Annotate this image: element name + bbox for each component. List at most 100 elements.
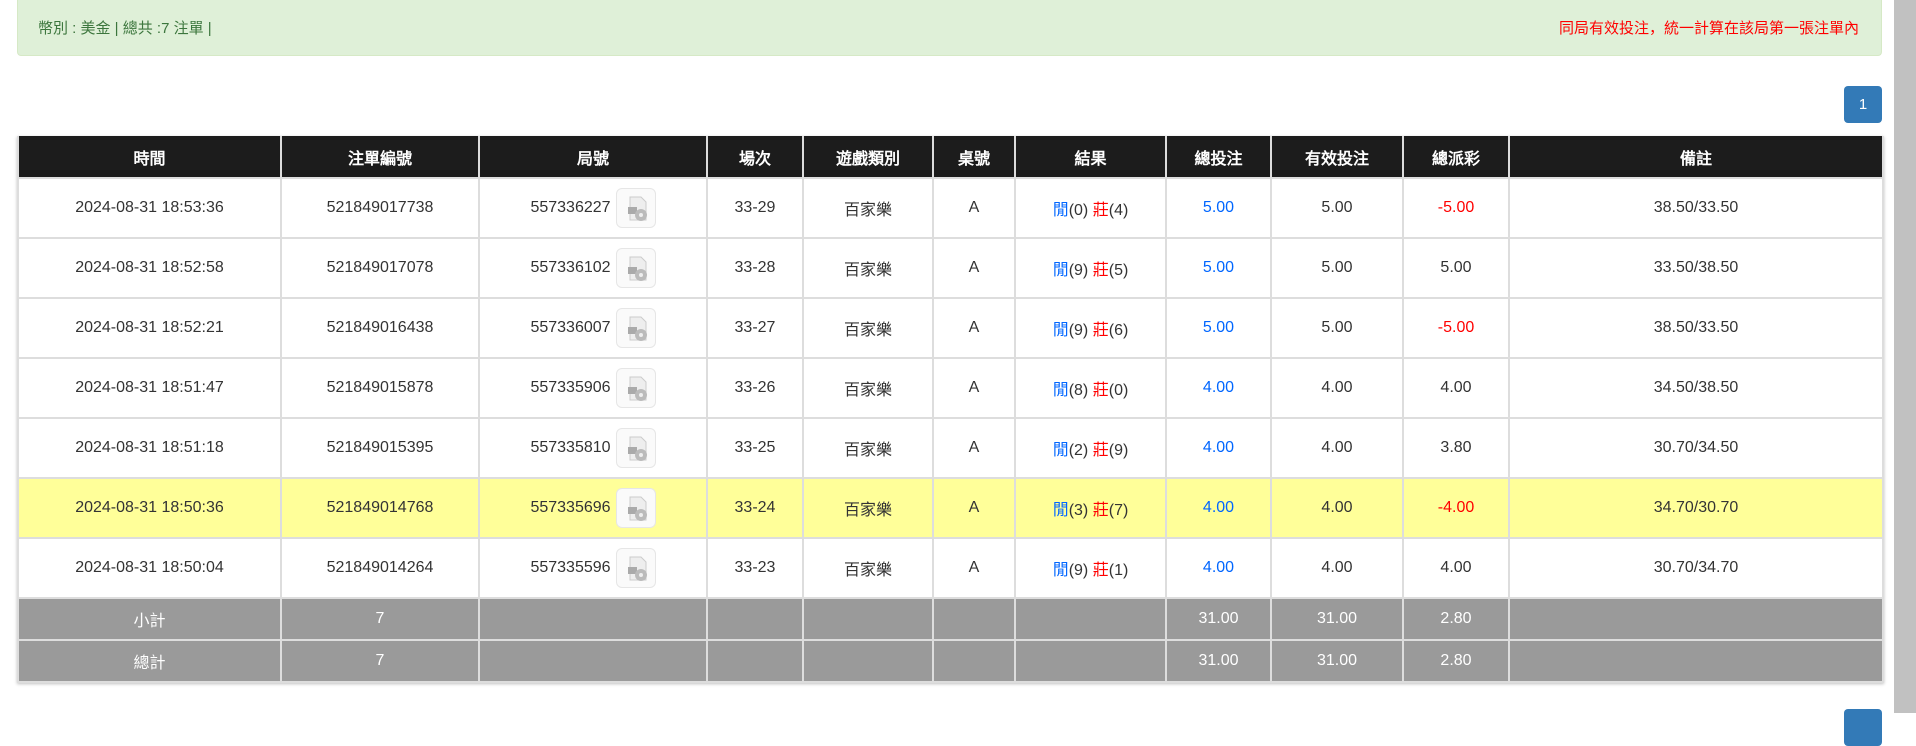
player-label: 閒 (1052, 442, 1069, 459)
subtotal-valid: 31.00 (1270, 597, 1404, 641)
bet-id: 521849014768 (280, 477, 480, 539)
shoe: 33-27 (706, 297, 804, 359)
round-cell: 557335696 (478, 477, 708, 539)
bet-time: 2024-08-31 18:52:21 (17, 297, 282, 359)
bet-time: 2024-08-31 18:51:47 (17, 357, 282, 419)
valid-bet-note: 同局有效投注，統一計算在該局第一張注單內 (1558, 20, 1859, 37)
column-header: 總派彩 (1402, 136, 1510, 179)
video-replay-icon[interactable] (615, 428, 656, 468)
table-no: A (932, 417, 1016, 479)
round-cell: 557336227 (478, 177, 708, 239)
banker-points: (0) (1108, 382, 1129, 399)
vertical-scrollbar[interactable] (1894, 0, 1916, 713)
remark: 38.50/33.50 (1508, 177, 1884, 239)
subtotal-bet: 31.00 (1165, 597, 1272, 641)
result: 閒(8) 莊(0) (1014, 357, 1167, 419)
video-replay-icon[interactable] (615, 248, 656, 288)
bet-records-table: 時間 注單編號 局號 場次 遊戲類別 桌號 結果 總投注 有效投注 總派彩 備註 2024-08-3… (17, 136, 1884, 683)
column-header: 場次 (706, 136, 804, 179)
remark: 30.70/34.50 (1508, 417, 1884, 479)
video-replay-icon[interactable] (615, 188, 656, 228)
round-cell: 557336102 (478, 237, 708, 299)
player-points: (9) (1068, 262, 1089, 279)
payout: -5.00 (1402, 177, 1510, 239)
banker-label: 莊 (1092, 202, 1109, 219)
table-row: 2024-08-31 18:53:36 521849017738 5573362… (17, 177, 1884, 239)
table-no: A (932, 357, 1016, 419)
summary-alert: 幣別 : 美金 | 總共 :7 注單 | 同局有效投注，統一計算在該局第一張注單… (17, 0, 1882, 56)
video-replay-icon[interactable] (615, 368, 656, 408)
round-cell: 557335906 (478, 357, 708, 419)
video-replay-icon[interactable] (615, 548, 656, 588)
round-id: 557336227 (530, 199, 611, 217)
total-bet: 4.00 (1165, 417, 1272, 479)
column-header: 局號 (478, 136, 708, 179)
banker-points: (7) (1108, 502, 1129, 519)
shoe: 33-23 (706, 537, 804, 599)
table-no: A (932, 297, 1016, 359)
game-type: 百家樂 (802, 177, 934, 239)
banker-label: 莊 (1092, 382, 1109, 399)
subtotal-count: 7 (280, 597, 480, 641)
column-header: 有效投注 (1270, 136, 1404, 179)
bet-time: 2024-08-31 18:53:36 (17, 177, 282, 239)
total-valid: 31.00 (1270, 639, 1404, 683)
column-header: 時間 (17, 136, 282, 179)
valid-bet: 4.00 (1270, 477, 1404, 539)
valid-bet: 4.00 (1270, 417, 1404, 479)
banker-label: 莊 (1092, 502, 1109, 519)
round-cell: 557335596 (478, 537, 708, 599)
total-bet: 5.00 (1165, 297, 1272, 359)
round-id: 557335696 (530, 499, 611, 517)
column-header: 總投注 (1165, 136, 1272, 179)
total-bet: 5.00 (1165, 237, 1272, 299)
bet-time: 2024-08-31 18:51:18 (17, 417, 282, 479)
total-bet: 4.00 (1165, 357, 1272, 419)
payout: 4.00 (1402, 357, 1510, 419)
pagination-page-1[interactable]: 1 (1844, 86, 1882, 123)
total-bet: 31.00 (1165, 639, 1272, 683)
bet-time: 2024-08-31 18:52:58 (17, 237, 282, 299)
video-replay-icon[interactable] (615, 488, 656, 528)
round-id: 557335596 (530, 559, 611, 577)
result: 閒(9) 莊(6) (1014, 297, 1167, 359)
banker-points: (6) (1108, 322, 1129, 339)
bet-id: 521849014264 (280, 537, 480, 599)
pagination-page-1-bottom[interactable] (1844, 709, 1882, 746)
banker-points: (1) (1108, 562, 1129, 579)
payout: 3.80 (1402, 417, 1510, 479)
table-row: 2024-08-31 18:51:47 521849015878 5573359… (17, 357, 1884, 419)
game-type: 百家樂 (802, 477, 934, 539)
column-header: 桌號 (932, 136, 1016, 179)
table-row: 2024-08-31 18:51:18 521849015395 5573358… (17, 417, 1884, 479)
payout: 4.00 (1402, 537, 1510, 599)
total-bet: 4.00 (1165, 477, 1272, 539)
bet-id: 521849016438 (280, 297, 480, 359)
total-row: 總計 7 31.00 31.00 2.80 (17, 639, 1884, 683)
remark: 38.50/33.50 (1508, 297, 1884, 359)
column-header: 注單編號 (280, 136, 480, 179)
player-label: 閒 (1052, 202, 1069, 219)
valid-bet: 5.00 (1270, 177, 1404, 239)
banker-label: 莊 (1092, 262, 1109, 279)
player-label: 閒 (1052, 322, 1069, 339)
bet-id: 521849017078 (280, 237, 480, 299)
game-type: 百家樂 (802, 357, 934, 419)
column-header: 備註 (1508, 136, 1884, 179)
banker-label: 莊 (1092, 442, 1109, 459)
remark: 34.70/30.70 (1508, 477, 1884, 539)
round-cell: 557336007 (478, 297, 708, 359)
game-type: 百家樂 (802, 237, 934, 299)
subtotal-payout: 2.80 (1402, 597, 1510, 641)
video-replay-icon[interactable] (615, 308, 656, 348)
player-label: 閒 (1052, 262, 1069, 279)
table-no: A (932, 477, 1016, 539)
result: 閒(3) 莊(7) (1014, 477, 1167, 539)
total-payout: 2.80 (1402, 639, 1510, 683)
bet-id: 521849015395 (280, 417, 480, 479)
subtotal-label: 小計 (17, 597, 282, 641)
player-points: (9) (1068, 322, 1089, 339)
banker-label: 莊 (1092, 562, 1109, 579)
shoe: 33-29 (706, 177, 804, 239)
player-points: (2) (1068, 442, 1089, 459)
